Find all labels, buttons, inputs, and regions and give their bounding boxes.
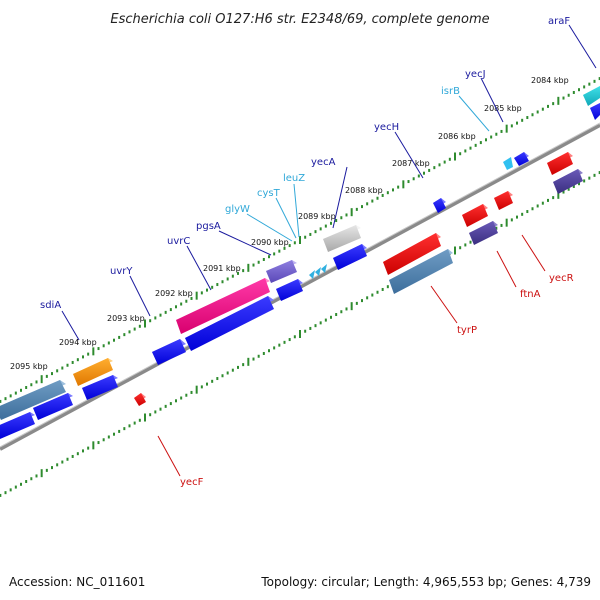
summary-text: Topology: circular; Length: 4,965,553 bp… — [260, 575, 591, 589]
gene-feature[interactable] — [433, 198, 446, 213]
gene-label-tyrP[interactable]: tyrP — [457, 325, 477, 336]
label-leaders — [61, 24, 597, 477]
tick-label: 2093 kbp — [107, 314, 145, 323]
tick-label: 2090 kbp — [251, 238, 289, 247]
gene-features — [0, 86, 600, 439]
gene-label-cysT[interactable]: cysT — [257, 188, 281, 199]
gene-label-yecA[interactable]: yecA — [311, 157, 336, 168]
tick-label: 2092 kbp — [155, 289, 193, 298]
gene-feature[interactable] — [514, 152, 529, 166]
gene-feature[interactable] — [266, 260, 297, 283]
gene-feature[interactable] — [494, 191, 513, 210]
tick-label: 2094 kbp — [59, 338, 97, 347]
gene-label-uvrC[interactable]: uvrC — [167, 236, 190, 247]
gene-feature[interactable] — [333, 244, 367, 270]
gene-feature[interactable] — [276, 279, 303, 301]
gene-label-leuZ[interactable]: leuZ — [283, 173, 305, 184]
tick-label: 2087 kbp — [392, 159, 430, 168]
scale-line-top — [0, 77, 600, 403]
gene-label-uvrY[interactable]: uvrY — [110, 266, 133, 277]
tick-labels: 2095 kbp 2094 kbp 2093 kbp 2092 kbp 2091… — [10, 76, 569, 371]
gene-feature[interactable] — [583, 86, 600, 106]
gene-label-yecF[interactable]: yecF — [180, 477, 204, 488]
gene-feature[interactable] — [469, 221, 498, 245]
gene-feature[interactable] — [323, 225, 361, 252]
gene-feature[interactable] — [0, 380, 66, 420]
tick-label: 2085 kbp — [484, 104, 522, 113]
gene-label-ftnA[interactable]: ftnA — [520, 289, 541, 300]
gene-feature[interactable] — [82, 375, 118, 400]
tick-label: 2088 kbp — [345, 186, 383, 195]
trna-feature[interactable] — [309, 264, 327, 279]
gene-feature[interactable] — [590, 103, 600, 120]
tick-label: 2091 kbp — [203, 264, 241, 273]
map-title: Escherichia coli O127:H6 str. E2348/69, … — [110, 12, 489, 27]
gene-feature[interactable] — [389, 249, 453, 294]
gene-feature[interactable] — [73, 358, 113, 386]
gene-label-yecR[interactable]: yecR — [549, 273, 574, 284]
gene-label-sdiA[interactable]: sdiA — [40, 300, 61, 311]
tick-label: 2086 kbp — [438, 132, 476, 141]
tick-label: 2089 kbp — [298, 212, 336, 221]
gene-feature[interactable] — [553, 169, 583, 194]
gene-labels: sdiA uvrY uvrC pgsA glyW cysT leuZ yecA … — [40, 16, 574, 488]
gene-label-yecJ[interactable]: yecJ — [465, 69, 486, 80]
trna-feature[interactable] — [503, 157, 513, 170]
gene-label-araF[interactable]: araF — [548, 16, 570, 27]
gene-label-yecH[interactable]: yecH — [374, 122, 399, 133]
gene-feature[interactable] — [176, 278, 270, 334]
gene-label-isrB[interactable]: isrB — [441, 86, 460, 97]
gene-feature[interactable] — [462, 204, 488, 227]
gene-feature[interactable] — [134, 393, 146, 406]
gene-feature[interactable] — [383, 233, 441, 275]
gene-label-glyW[interactable]: glyW — [225, 204, 250, 215]
gene-feature[interactable] — [33, 393, 73, 420]
gene-label-pgsA[interactable]: pgsA — [196, 221, 221, 232]
tick-label: 2095 kbp — [10, 362, 48, 371]
gene-feature[interactable] — [547, 152, 573, 175]
gene-feature[interactable] — [185, 296, 274, 351]
accession-text: Accession: NC_011601 — [9, 575, 145, 589]
tick-label: 2084 kbp — [531, 76, 569, 85]
gene-feature[interactable] — [0, 412, 35, 439]
gene-feature[interactable] — [152, 339, 186, 365]
